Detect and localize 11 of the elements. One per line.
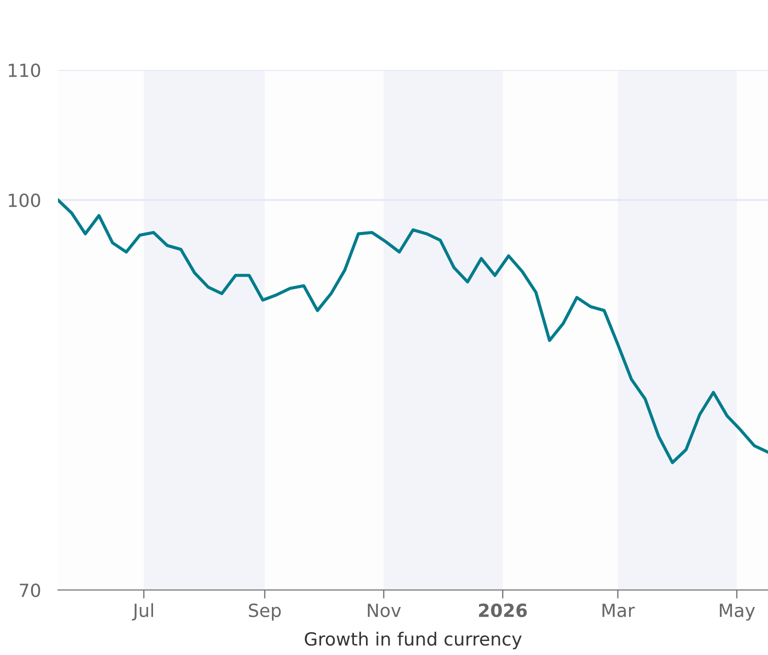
y-tick-label: 70: [20, 583, 40, 598]
x-tick-label: Jul: [132, 603, 154, 621]
y-tick-label: 100: [8, 193, 40, 208]
y-tick-label: 110: [8, 63, 40, 78]
x-tick-label: May: [720, 604, 755, 621]
x-tick-label: Sep: [248, 604, 281, 621]
x-tick-label: Mar: [602, 604, 635, 618]
x-tick-label: 2026: [479, 604, 527, 618]
x-tick-label: Nov: [368, 604, 401, 618]
line-series: [58, 198, 768, 464]
x-axis-title: Growth in fund currency: [304, 632, 522, 650]
